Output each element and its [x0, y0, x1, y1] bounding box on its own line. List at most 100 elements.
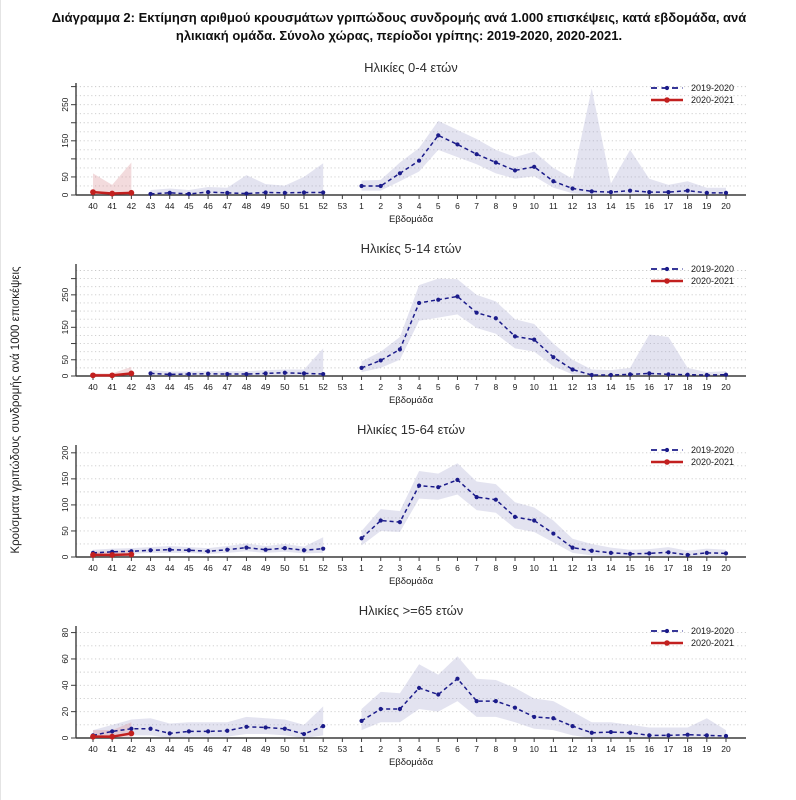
svg-text:42: 42 [127, 744, 137, 754]
svg-text:51: 51 [299, 744, 309, 754]
svg-text:150: 150 [60, 472, 70, 486]
svg-text:11: 11 [549, 744, 558, 754]
svg-text:52: 52 [318, 382, 328, 392]
svg-text:16: 16 [645, 563, 655, 573]
svg-text:46: 46 [203, 382, 213, 392]
svg-text:6: 6 [455, 382, 460, 392]
svg-text:14: 14 [606, 382, 616, 392]
legend-label: 2020-2021 [691, 457, 734, 467]
svg-text:18: 18 [683, 563, 693, 573]
svg-text:1: 1 [359, 382, 364, 392]
confidence-band-2019-2020 [150, 163, 324, 196]
figure-title-line1: Διάγραμμα 2: Εκτίμηση αριθμού κρουσμάτων… [51, 10, 747, 25]
svg-text:43: 43 [146, 382, 156, 392]
svg-text:50: 50 [280, 201, 290, 211]
svg-text:4: 4 [417, 563, 422, 573]
legend-label: 2019-2020 [691, 445, 734, 455]
y-tick-labels: 0 50 100 150 200 [60, 446, 70, 560]
svg-text:0: 0 [60, 736, 70, 741]
legend-label: 2020-2021 [691, 95, 734, 105]
svg-text:11: 11 [549, 563, 558, 573]
svg-text:40: 40 [60, 681, 70, 691]
svg-text:200: 200 [60, 446, 70, 460]
svg-text:2: 2 [378, 744, 383, 754]
svg-text:43: 43 [146, 744, 156, 754]
panel-ages-15-64: Ηλικίες 15-64 ετών 40 41 42 43 44 45 46 47 48 49 5… [1, 422, 796, 588]
svg-text:20: 20 [721, 201, 731, 211]
svg-text:8: 8 [493, 201, 498, 211]
svg-text:2: 2 [378, 563, 383, 573]
svg-text:52: 52 [318, 744, 328, 754]
y-tick-labels: 0 20 40 60 80 [60, 628, 70, 741]
panel-title: Ηλικίες 0-4 ετών [364, 60, 458, 76]
svg-text:16: 16 [645, 201, 655, 211]
svg-text:48: 48 [242, 201, 252, 211]
svg-text:10: 10 [529, 201, 539, 211]
svg-text:44: 44 [165, 744, 175, 754]
svg-text:52: 52 [318, 563, 328, 573]
legend: 2019-2020 2020-2021 [651, 264, 734, 286]
svg-text:9: 9 [513, 563, 518, 573]
svg-text:17: 17 [664, 563, 674, 573]
svg-text:3: 3 [398, 382, 403, 392]
confidence-band-2020-2021 [93, 162, 132, 196]
panel-ages-65-plus: Ηλικίες >=65 ετών 40 41 42 43 44 45 46 47 48 49 50… [1, 603, 796, 769]
svg-text:150: 150 [60, 134, 70, 148]
svg-text:45: 45 [184, 563, 194, 573]
svg-text:51: 51 [299, 201, 309, 211]
svg-text:13: 13 [587, 382, 597, 392]
svg-text:11: 11 [549, 382, 558, 392]
svg-text:9: 9 [513, 201, 518, 211]
legend: 2019-2020 2020-2021 [651, 445, 734, 467]
figure-title-line2: ηλικιακή ομάδα. Σύνολο χώρας, περίοδοι γ… [175, 28, 623, 44]
legend: 2019-2020 2020-2021 [651, 626, 734, 648]
svg-text:17: 17 [664, 744, 674, 754]
svg-text:20: 20 [60, 707, 70, 717]
tick-marks [71, 86, 727, 200]
chart-ages-65-plus: 40 41 42 43 44 45 46 47 48 49 50 51 52 53 1 2 3 4 5 6 7 8 9 10 1… [60, 626, 746, 754]
svg-text:45: 45 [184, 201, 194, 211]
tick-marks [71, 632, 727, 743]
svg-text:45: 45 [184, 382, 194, 392]
svg-text:18: 18 [683, 382, 693, 392]
x-tick-labels: 40 41 42 43 44 45 46 47 48 49 50 51 52 53 1 2 3 4 5 6 7 8 9 10 1… [88, 382, 731, 392]
svg-text:0: 0 [60, 374, 70, 379]
panel-ages-0-4: Ηλικίες 0-4 ετών 40 41 42 43 44 45 46 47 48 49 50 5… [1, 60, 796, 226]
svg-text:15: 15 [625, 744, 635, 754]
svg-text:8: 8 [493, 563, 498, 573]
svg-text:14: 14 [606, 744, 616, 754]
gridlines [76, 632, 746, 726]
svg-text:19: 19 [702, 201, 712, 211]
svg-text:250: 250 [60, 288, 70, 302]
svg-text:4: 4 [417, 382, 422, 392]
figure-title: Διάγραμμα 2: Εκτίμηση αριθμού κρουσμάτων… [1, 0, 796, 45]
svg-text:53: 53 [338, 201, 348, 211]
svg-text:44: 44 [165, 382, 175, 392]
series-2019-2020 [148, 294, 729, 378]
confidence-band-2019-2020 [361, 463, 726, 558]
svg-text:46: 46 [203, 563, 213, 573]
svg-text:2: 2 [378, 201, 383, 211]
svg-text:12: 12 [568, 201, 578, 211]
svg-text:11: 11 [549, 201, 558, 211]
svg-text:15: 15 [625, 201, 635, 211]
svg-text:47: 47 [223, 744, 233, 754]
svg-text:47: 47 [223, 563, 233, 573]
svg-text:53: 53 [338, 744, 348, 754]
svg-text:50: 50 [60, 172, 70, 182]
svg-text:17: 17 [664, 201, 674, 211]
svg-text:14: 14 [606, 563, 616, 573]
legend-label: 2019-2020 [691, 83, 734, 93]
svg-text:52: 52 [318, 201, 328, 211]
tick-marks [71, 452, 727, 562]
svg-text:3: 3 [398, 201, 403, 211]
svg-text:16: 16 [645, 744, 655, 754]
svg-text:48: 48 [242, 563, 252, 573]
svg-text:10: 10 [529, 382, 539, 392]
svg-text:53: 53 [338, 563, 348, 573]
svg-text:3: 3 [398, 744, 403, 754]
svg-text:16: 16 [645, 382, 655, 392]
svg-text:14: 14 [606, 201, 616, 211]
tick-marks [71, 278, 727, 381]
x-tick-labels: 40 41 42 43 44 45 46 47 48 49 50 51 52 53 1 2 3 4 5 6 7 8 9 10 1… [88, 563, 731, 573]
